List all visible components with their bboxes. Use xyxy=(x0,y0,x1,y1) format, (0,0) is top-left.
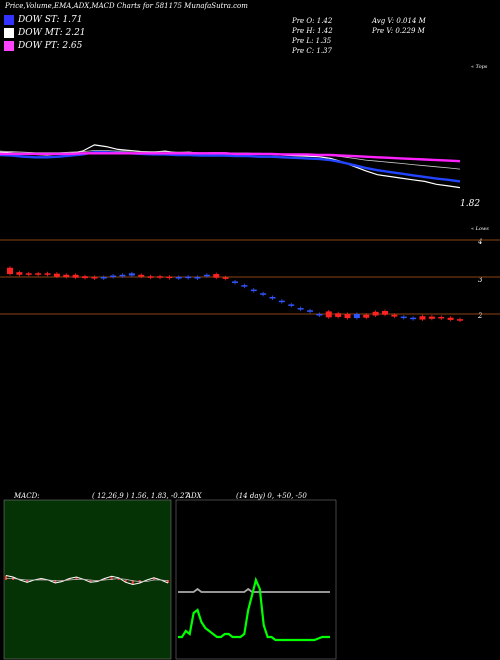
candle-body xyxy=(72,274,79,278)
candle-body xyxy=(222,277,229,279)
macd-title: MACD: xyxy=(14,492,40,500)
candle-body xyxy=(307,310,313,312)
ema-line-3 xyxy=(0,152,461,163)
candle-body xyxy=(457,319,463,321)
candle-body xyxy=(447,317,454,320)
macd-panel xyxy=(5,575,169,586)
candle-body xyxy=(166,276,173,279)
price-tick-2: 2 xyxy=(477,312,483,320)
candle-body xyxy=(363,314,370,318)
candle-body xyxy=(410,317,417,320)
candle-body xyxy=(278,300,285,303)
candle-body xyxy=(288,304,295,306)
lows-label: « Lows xyxy=(471,226,489,232)
stat-pre-high: Pre H: 1.42 xyxy=(292,27,333,35)
candle-body xyxy=(391,314,398,317)
price-candles xyxy=(7,266,463,323)
adx-panel xyxy=(178,576,330,642)
candle-body xyxy=(241,285,248,287)
legend-swatch-pt xyxy=(4,41,14,51)
candle-body xyxy=(185,276,192,279)
adx-params: (14 day) 0, +50, -50 xyxy=(236,492,307,500)
tops-label: « Tops xyxy=(471,64,488,70)
price-tick-4: 4 xyxy=(477,238,482,246)
candle-body xyxy=(63,274,70,277)
stat-pre-open: Pre O: 1.42 xyxy=(292,17,333,25)
candle-body xyxy=(316,314,323,316)
candle-body xyxy=(260,293,267,295)
adx-line-1 xyxy=(178,576,330,642)
candle-body xyxy=(250,289,257,292)
candle-body xyxy=(110,275,117,278)
ema-panel xyxy=(0,144,461,189)
adx-title: ADX xyxy=(186,492,202,500)
candle-body xyxy=(16,272,23,275)
candle-body xyxy=(353,314,360,319)
candle-body xyxy=(91,277,98,279)
legend-dow-st: DOW ST: 1.71 xyxy=(4,15,83,25)
candle-body xyxy=(297,308,304,310)
candle-body xyxy=(7,267,13,275)
candle-body xyxy=(44,273,51,275)
candle-body xyxy=(194,277,201,279)
candle-body xyxy=(82,276,88,279)
stat-pre-low: Pre L: 1.35 xyxy=(292,37,332,45)
stat-pre-close: Pre C: 1.37 xyxy=(292,47,332,55)
candle-body xyxy=(428,316,435,319)
legend-swatch-st xyxy=(4,15,14,25)
macd-params: ( 12,26,9 ) 1.56, 1.83, -0.27 xyxy=(92,492,189,500)
chart-title: Price,Volume,EMA,ADX,MACD Charts for 581… xyxy=(5,2,248,10)
candle-body xyxy=(175,277,182,279)
candle-body xyxy=(128,273,135,276)
ema-line-0 xyxy=(0,144,461,189)
candle-body xyxy=(203,274,210,277)
candle-body xyxy=(344,314,351,319)
candle-body xyxy=(382,311,388,315)
candle-body xyxy=(335,313,342,317)
ema-line-1 xyxy=(0,150,461,183)
candle-body xyxy=(400,316,407,319)
legend-label-st: DOW ST: 1.71 xyxy=(18,15,83,25)
candle-body xyxy=(419,316,426,320)
legend-swatch-mt xyxy=(4,28,14,38)
candle-body xyxy=(213,274,220,278)
candle-body xyxy=(372,311,379,316)
adx-line-0 xyxy=(178,587,330,593)
candle-body xyxy=(147,276,154,278)
legend-dow-mt: DOW MT: 2.21 xyxy=(4,28,86,38)
candle-body xyxy=(119,274,126,277)
candle-body xyxy=(25,273,32,275)
last-price-label: 1.82 xyxy=(460,199,480,209)
candle-body xyxy=(325,311,332,318)
candle-body xyxy=(269,296,276,299)
legend-label-mt: DOW MT: 2.21 xyxy=(18,28,86,38)
candle-body xyxy=(157,276,163,278)
stat-avg-volume: Avg V: 0.014 M xyxy=(372,17,426,25)
price-tick-3: 3 xyxy=(478,276,483,284)
candle-body xyxy=(438,316,445,319)
stat-pre-volume: Pre V: 0.229 M xyxy=(372,27,425,35)
legend-label-pt: DOW PT: 2.65 xyxy=(18,41,83,51)
macd-line-1 xyxy=(6,578,169,582)
candle-body xyxy=(232,281,238,283)
candle-body xyxy=(138,274,145,277)
candle-body xyxy=(100,277,107,279)
candle-body xyxy=(35,273,42,275)
candle-body xyxy=(53,273,60,277)
legend-dow-pt: DOW PT: 2.65 xyxy=(4,41,82,51)
